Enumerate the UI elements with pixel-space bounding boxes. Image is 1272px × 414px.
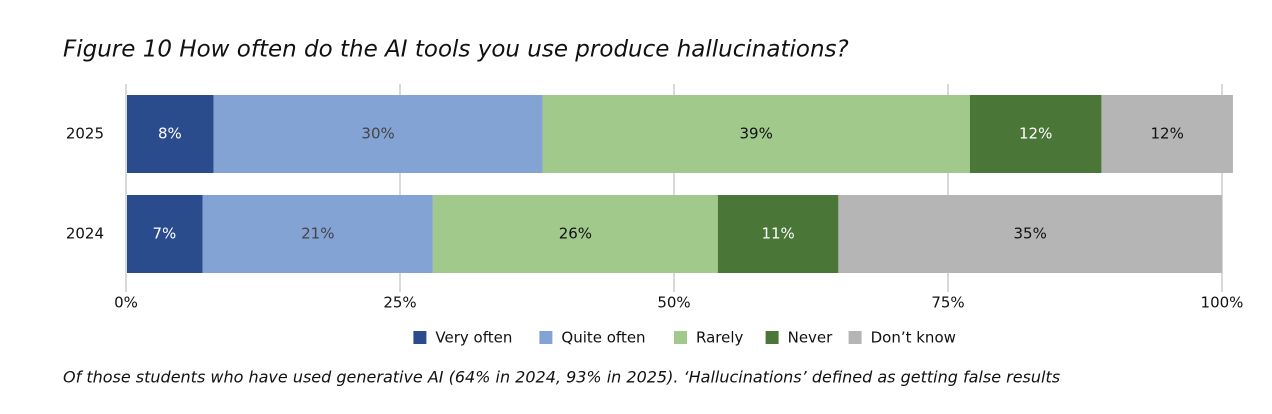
bar-segment <box>213 95 543 173</box>
bar-segment <box>542 95 970 173</box>
chart-note: Of those students who have used generati… <box>63 368 1060 387</box>
data-label: 12% <box>1019 125 1052 143</box>
y-tick-label: 2025 <box>66 125 104 143</box>
bar-segment <box>202 195 433 273</box>
legend-swatch <box>413 331 427 344</box>
bar-segment <box>432 195 718 273</box>
bar-segment <box>1101 95 1233 173</box>
data-label: 30% <box>361 125 394 143</box>
legend-label: Rarely <box>696 329 744 347</box>
y-tick-label: 2024 <box>66 225 104 243</box>
data-label: 7% <box>152 225 176 243</box>
x-tick-label: 75% <box>931 294 964 312</box>
legend-label: Very often <box>435 329 512 347</box>
bar-segment <box>717 195 839 273</box>
bar-segment <box>126 195 203 273</box>
data-label: 11% <box>761 225 794 243</box>
legend-swatch <box>848 331 862 344</box>
data-label: 12% <box>1151 125 1184 143</box>
bar-segment <box>126 95 214 173</box>
legend-swatch <box>765 331 779 344</box>
x-tick-label: 50% <box>657 294 690 312</box>
legend-swatch <box>539 331 553 344</box>
data-label: 39% <box>740 125 773 143</box>
x-tick-label: 25% <box>383 294 416 312</box>
bar-segment <box>969 95 1102 173</box>
data-label: 35% <box>1014 225 1047 243</box>
data-label: 21% <box>301 225 334 243</box>
legend-label: Never <box>788 329 834 347</box>
legend-label: Quite often <box>561 329 645 347</box>
legend-swatch <box>674 331 687 344</box>
x-tick-label: 100% <box>1201 294 1244 312</box>
legend-label: Don’t know <box>871 329 956 347</box>
bar-segment <box>838 195 1222 273</box>
data-label: 8% <box>158 125 182 143</box>
data-label: 26% <box>559 225 592 243</box>
chart-title: Figure 10 How often do the AI tools you … <box>63 37 849 63</box>
x-tick-label: 0% <box>114 294 138 312</box>
